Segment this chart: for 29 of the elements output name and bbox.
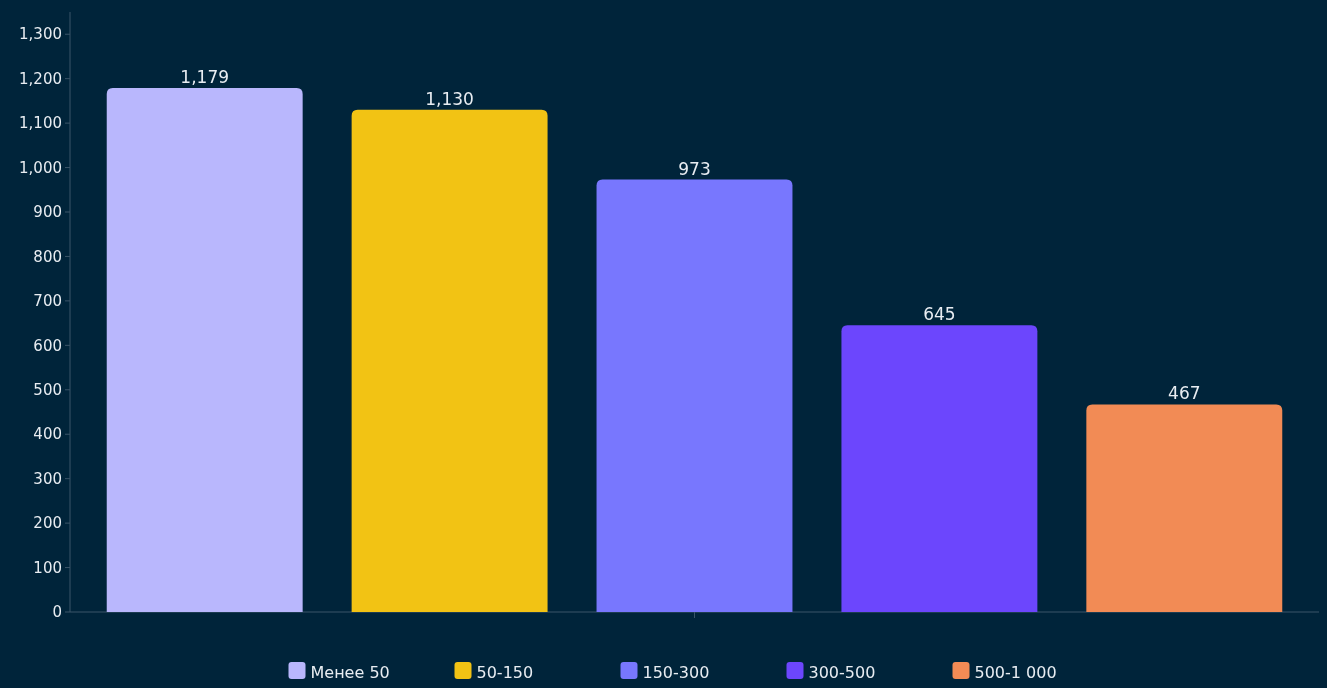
y-tick-label: 1,000 (19, 158, 62, 177)
y-tick-label: 300 (33, 469, 62, 488)
y-tick-label: 0 (52, 603, 62, 622)
y-tick-label: 100 (33, 558, 62, 577)
data-label: 973 (678, 158, 711, 179)
bar (351, 109, 548, 612)
legend-label: 300-500 (808, 663, 876, 682)
y-tick-label: 1,200 (19, 69, 62, 88)
legend-label: 500-1 000 (974, 663, 1057, 682)
legend-label: 150-300 (642, 663, 710, 682)
y-tick-label: 1,100 (19, 114, 62, 133)
data-label: 1,130 (425, 88, 474, 109)
bar (106, 88, 303, 612)
bar (1086, 404, 1283, 612)
legend-label: Менее 50 (310, 663, 390, 682)
bar (596, 179, 793, 612)
y-tick-label: 700 (33, 292, 62, 311)
y-tick-label: 900 (33, 203, 62, 222)
data-label: 645 (923, 304, 956, 325)
y-tick-label: 200 (33, 514, 62, 533)
legend-label: 50-150 (476, 663, 534, 682)
y-tick-label: 1,300 (19, 25, 62, 44)
y-tick-label: 400 (33, 425, 62, 444)
y-tick-label: 600 (33, 336, 62, 355)
bar (841, 325, 1038, 612)
y-tick-label: 500 (33, 381, 62, 400)
y-tick-label: 800 (33, 247, 62, 266)
data-label: 1,179 (180, 67, 230, 87)
data-label: 467 (1168, 383, 1201, 404)
